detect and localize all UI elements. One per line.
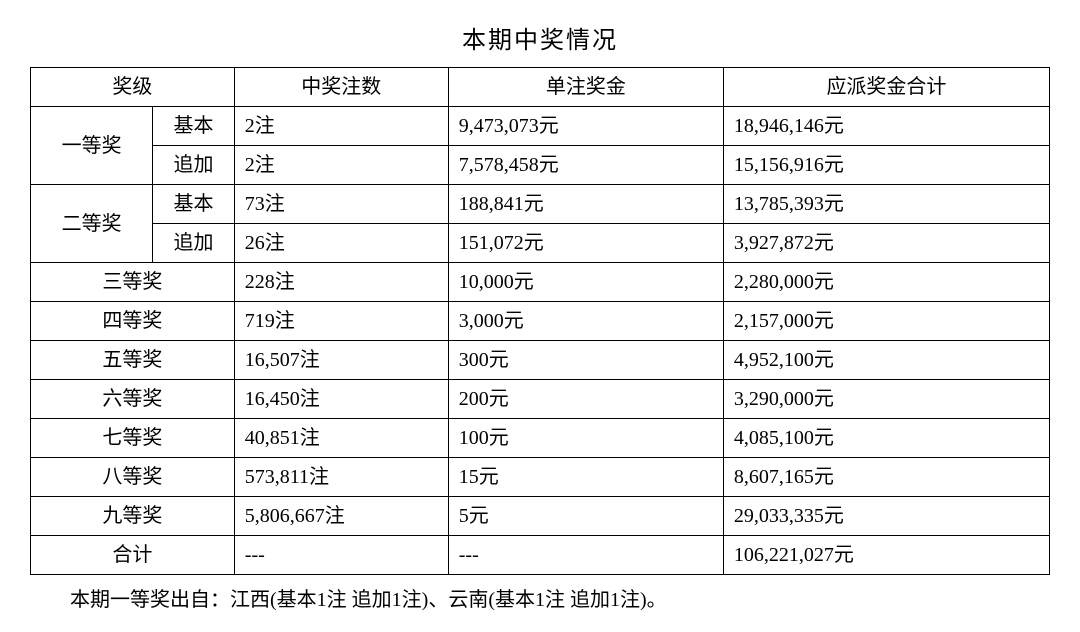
cell-unit: 7,578,458元 xyxy=(448,146,723,185)
cell-total: 13,785,393元 xyxy=(723,185,1049,224)
table-header-row: 奖级 中奖注数 单注奖金 应派奖金合计 xyxy=(31,68,1050,107)
level-first: 一等奖 xyxy=(31,107,153,185)
cell-total: 29,033,335元 xyxy=(723,497,1049,536)
header-bets: 中奖注数 xyxy=(234,68,448,107)
table-row: 追加 26注 151,072元 3,927,872元 xyxy=(31,224,1050,263)
level-total: 合计 xyxy=(31,536,235,575)
table-row: 五等奖 16,507注 300元 4,952,100元 xyxy=(31,341,1050,380)
table-row: 七等奖 40,851注 100元 4,085,100元 xyxy=(31,419,1050,458)
table-row: 八等奖 573,811注 15元 8,607,165元 xyxy=(31,458,1050,497)
header-total-prize: 应派奖金合计 xyxy=(723,68,1049,107)
cell-unit: 10,000元 xyxy=(448,263,723,302)
cell-unit: 300元 xyxy=(448,341,723,380)
cell-bets: --- xyxy=(234,536,448,575)
level-fifth: 五等奖 xyxy=(31,341,235,380)
level-fourth: 四等奖 xyxy=(31,302,235,341)
page-title: 本期中奖情况 xyxy=(30,20,1050,55)
cell-bets: 40,851注 xyxy=(234,419,448,458)
level-seventh: 七等奖 xyxy=(31,419,235,458)
level-third: 三等奖 xyxy=(31,263,235,302)
cell-bets: 73注 xyxy=(234,185,448,224)
cell-unit: 9,473,073元 xyxy=(448,107,723,146)
cell-bets: 719注 xyxy=(234,302,448,341)
cell-bets: 16,507注 xyxy=(234,341,448,380)
cell-bets: 5,806,667注 xyxy=(234,497,448,536)
cell-unit: 100元 xyxy=(448,419,723,458)
cell-unit: 200元 xyxy=(448,380,723,419)
table-row: 一等奖 基本 2注 9,473,073元 18,946,146元 xyxy=(31,107,1050,146)
sublevel-bonus: 追加 xyxy=(153,224,235,263)
cell-total: 106,221,027元 xyxy=(723,536,1049,575)
cell-total: 2,157,000元 xyxy=(723,302,1049,341)
sublevel-basic: 基本 xyxy=(153,185,235,224)
cell-total: 4,085,100元 xyxy=(723,419,1049,458)
cell-bets: 16,450注 xyxy=(234,380,448,419)
cell-total: 8,607,165元 xyxy=(723,458,1049,497)
cell-bets: 2注 xyxy=(234,146,448,185)
cell-bets: 2注 xyxy=(234,107,448,146)
cell-unit: 188,841元 xyxy=(448,185,723,224)
table-row: 六等奖 16,450注 200元 3,290,000元 xyxy=(31,380,1050,419)
cell-unit: 15元 xyxy=(448,458,723,497)
cell-unit: 5元 xyxy=(448,497,723,536)
prize-table: 奖级 中奖注数 单注奖金 应派奖金合计 一等奖 基本 2注 9,473,073元… xyxy=(30,67,1050,575)
cell-total: 15,156,916元 xyxy=(723,146,1049,185)
cell-unit: --- xyxy=(448,536,723,575)
level-second: 二等奖 xyxy=(31,185,153,263)
cell-total: 4,952,100元 xyxy=(723,341,1049,380)
cell-bets: 573,811注 xyxy=(234,458,448,497)
level-ninth: 九等奖 xyxy=(31,497,235,536)
cell-total: 3,927,872元 xyxy=(723,224,1049,263)
cell-bets: 228注 xyxy=(234,263,448,302)
level-eighth: 八等奖 xyxy=(31,458,235,497)
sublevel-basic: 基本 xyxy=(153,107,235,146)
sublevel-bonus: 追加 xyxy=(153,146,235,185)
cell-total: 18,946,146元 xyxy=(723,107,1049,146)
header-unit-prize: 单注奖金 xyxy=(448,68,723,107)
cell-unit: 3,000元 xyxy=(448,302,723,341)
header-level: 奖级 xyxy=(31,68,235,107)
cell-unit: 151,072元 xyxy=(448,224,723,263)
table-row-total: 合计 --- --- 106,221,027元 xyxy=(31,536,1050,575)
table-row: 三等奖 228注 10,000元 2,280,000元 xyxy=(31,263,1050,302)
footnote-text: 本期一等奖出自：江西(基本1注 追加1注)、云南(基本1注 追加1注)。 xyxy=(30,583,1050,612)
cell-total: 3,290,000元 xyxy=(723,380,1049,419)
table-row: 四等奖 719注 3,000元 2,157,000元 xyxy=(31,302,1050,341)
cell-total: 2,280,000元 xyxy=(723,263,1049,302)
level-sixth: 六等奖 xyxy=(31,380,235,419)
table-row: 二等奖 基本 73注 188,841元 13,785,393元 xyxy=(31,185,1050,224)
table-row: 追加 2注 7,578,458元 15,156,916元 xyxy=(31,146,1050,185)
cell-bets: 26注 xyxy=(234,224,448,263)
table-row: 九等奖 5,806,667注 5元 29,033,335元 xyxy=(31,497,1050,536)
